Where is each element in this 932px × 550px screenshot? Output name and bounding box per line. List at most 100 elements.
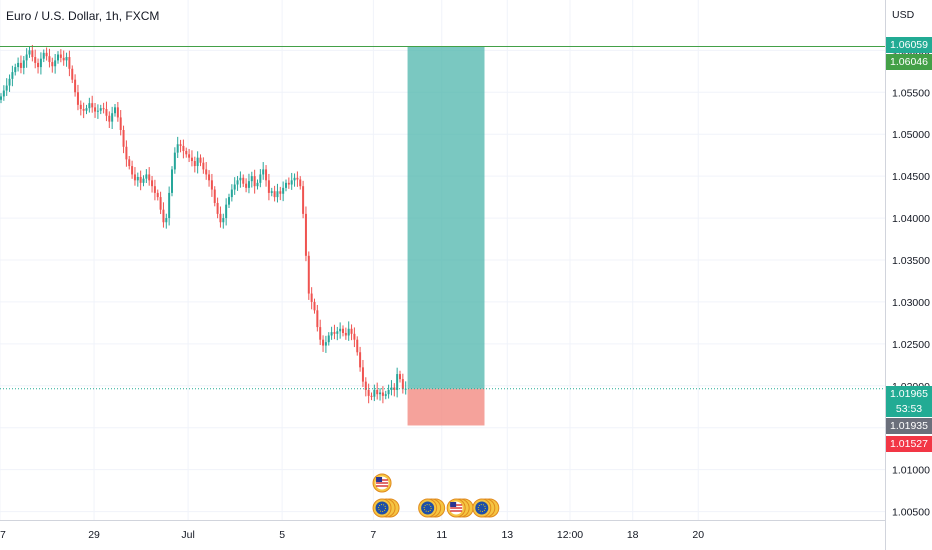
candle-body [239, 177, 242, 181]
candle-body [250, 176, 253, 182]
candle-body [8, 78, 11, 86]
candle-body [230, 189, 233, 198]
candle-body [48, 56, 51, 63]
candle-body [324, 342, 327, 346]
eur-flag-icon[interactable] [418, 498, 446, 518]
price-tick-label: 1.03500 [892, 255, 930, 267]
candle-body [373, 390, 376, 397]
candle-body [25, 54, 28, 61]
candle-body [19, 62, 22, 68]
candle-body [304, 213, 307, 256]
candle [65, 52, 68, 67]
candle-body [122, 130, 125, 147]
candle-body [253, 176, 256, 187]
candle [105, 101, 108, 122]
time-tick-label: Jul [181, 529, 194, 541]
candle-body [196, 157, 199, 167]
candle-body [190, 157, 193, 162]
eu-flag-disc [421, 501, 435, 515]
candle-body [136, 176, 139, 181]
candle-body [282, 187, 285, 194]
candle [310, 287, 313, 310]
candle [225, 198, 228, 226]
candle-body [247, 181, 250, 188]
candle [230, 184, 233, 202]
price-tag: 1.06059 [886, 37, 932, 53]
price-tick-label: 1.00500 [892, 507, 930, 519]
candle-body [302, 186, 305, 214]
candle-body [182, 145, 185, 151]
candle-body [390, 387, 393, 390]
symbol-title[interactable]: Euro / U.S. Dollar, 1h, FXCM [6, 9, 160, 23]
candle-body [125, 146, 128, 160]
candle-body [216, 202, 219, 214]
price-tick-label: 1.04500 [892, 171, 930, 183]
candle [48, 48, 51, 68]
candle [136, 172, 139, 187]
price-tag: 1.01935 [886, 418, 932, 434]
stop-loss-zone[interactable] [407, 388, 485, 426]
price-tag: 1.06046 [886, 54, 932, 70]
position-tool[interactable] [407, 46, 485, 426]
candle-body [74, 79, 77, 93]
candle-body [236, 180, 239, 185]
candle [51, 57, 54, 73]
candle [361, 359, 364, 387]
eur-flag-icon[interactable] [472, 498, 500, 518]
candle [399, 370, 401, 383]
candle-body [316, 310, 319, 328]
candle [139, 170, 142, 191]
candle-body [367, 390, 370, 396]
candle [193, 156, 196, 173]
candle [79, 100, 82, 116]
candle-body [384, 394, 387, 396]
time-tick-label: 29 [88, 529, 100, 541]
economic-events[interactable] [372, 473, 500, 518]
candle [125, 140, 128, 167]
candle-body [256, 182, 259, 187]
candle [381, 386, 384, 404]
candle [88, 97, 91, 113]
usd-flag-icon[interactable] [372, 473, 392, 493]
candle [396, 367, 399, 398]
usd-flag-icon[interactable] [446, 498, 474, 518]
candle-body [165, 218, 168, 223]
candle [42, 49, 45, 63]
candle [168, 186, 171, 226]
candle-body [99, 108, 102, 111]
candle [253, 169, 256, 194]
candle [390, 380, 393, 396]
candle [344, 327, 347, 340]
us-canton [376, 477, 383, 482]
candle-body [159, 197, 162, 210]
candle-body [128, 159, 131, 167]
candle [76, 84, 79, 111]
candle [350, 324, 353, 341]
time-scale[interactable]: 27 29 Jul 5 7 11 13 12:00 18 20 [0, 529, 704, 541]
candle-body [273, 191, 276, 198]
candle [322, 335, 325, 352]
candle [171, 166, 173, 197]
candle [102, 102, 105, 114]
candle-body [17, 62, 20, 68]
candle-body [176, 144, 179, 153]
candle [34, 49, 37, 69]
candle-body [102, 108, 105, 110]
candle [259, 169, 262, 188]
candle-body [42, 52, 45, 59]
candle [364, 377, 367, 397]
profit-target-zone[interactable] [407, 46, 485, 389]
candle [210, 173, 213, 197]
candle [313, 298, 316, 314]
candle-body [296, 177, 299, 180]
candle [31, 44, 34, 62]
candle-body [350, 328, 353, 334]
candle-body [401, 379, 404, 390]
candle [376, 382, 379, 400]
eur-flag-icon[interactable] [372, 498, 400, 518]
candle-body [133, 174, 136, 181]
candle-body [359, 352, 362, 368]
candle [182, 139, 185, 159]
candle [45, 47, 48, 61]
